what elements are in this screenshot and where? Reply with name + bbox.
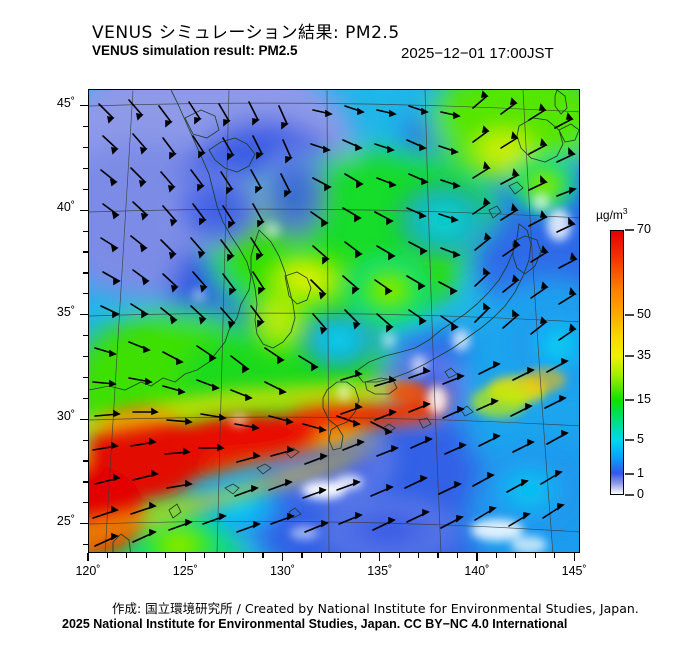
- timestamp-label: 2025−12−01 17:00JST: [401, 45, 554, 62]
- y-axis-minor-tick: [83, 439, 88, 441]
- wind-vector-field: [92, 90, 578, 547]
- x-axis-minor-tick: [534, 553, 536, 558]
- credit-english: 2025 National Institute for Environmenta…: [62, 617, 568, 631]
- x-axis-minor-tick: [437, 553, 439, 558]
- page-title-english: VENUS simulation result: PM2.5: [92, 43, 298, 58]
- x-axis-minor-tick: [456, 553, 459, 558]
- map-canvas: [89, 90, 579, 552]
- x-axis-minor-tick: [106, 553, 109, 558]
- y-axis-minor-tick: [83, 230, 88, 232]
- colorbar-tick-label: 35: [637, 348, 651, 362]
- colorbar: [610, 230, 624, 495]
- colorbar-tick-label: 0: [637, 487, 644, 501]
- y-axis-minor-tick: [83, 167, 88, 169]
- x-axis-minor-tick: [165, 553, 167, 558]
- y-axis-minor-tick: [83, 293, 88, 295]
- x-axis-major-tick: [573, 553, 575, 561]
- x-axis-major-tick: [379, 553, 381, 561]
- pm25-map-plot: [88, 89, 580, 553]
- y-axis-major-tick: [80, 418, 88, 420]
- x-axis-minor-tick: [340, 553, 342, 558]
- graticule: [89, 90, 579, 552]
- x-axis-tick-label: 140˚: [464, 564, 490, 578]
- y-axis-major-tick: [80, 105, 88, 107]
- colorbar-tick: [625, 473, 634, 475]
- colorbar-tick-label: 50: [637, 307, 651, 321]
- y-axis-tick-label: 30˚: [56, 409, 75, 424]
- colorbar-tick: [625, 494, 634, 496]
- colorbar-tick-label: 15: [637, 391, 651, 406]
- x-axis-minor-tick: [204, 553, 206, 558]
- y-axis-tick-label: 25˚: [56, 513, 75, 528]
- x-axis-minor-tick: [398, 553, 400, 558]
- y-axis-minor-tick: [83, 146, 88, 149]
- x-axis-tick-label: 120˚: [75, 564, 101, 578]
- x-axis-minor-tick: [495, 553, 497, 558]
- y-axis-tick-label: 40˚: [56, 200, 75, 215]
- x-axis-major-tick: [476, 553, 478, 561]
- y-axis-minor-tick: [83, 272, 88, 274]
- y-axis-minor-tick: [83, 397, 88, 399]
- x-axis-major-tick: [184, 553, 186, 561]
- page-title-japanese: VENUS シミュレーション結果: PM2.5: [92, 23, 400, 43]
- x-axis-minor-tick: [320, 553, 322, 558]
- colorbar-tick: [625, 355, 634, 357]
- y-axis-minor-tick: [83, 188, 88, 190]
- y-axis-minor-tick: [83, 251, 88, 253]
- colorbar-tick: [625, 399, 634, 401]
- y-axis-major-tick: [80, 314, 88, 316]
- x-axis-minor-tick: [301, 553, 303, 558]
- y-axis-tick-label: 45˚: [56, 95, 75, 110]
- y-axis-minor-tick: [83, 335, 88, 337]
- y-axis-major-tick: [80, 209, 88, 211]
- x-axis-tick-label: 125˚: [172, 564, 198, 578]
- x-axis-minor-tick: [145, 553, 147, 558]
- low-value-pockets: [192, 193, 571, 552]
- colorbar-tick-label: 5: [637, 432, 644, 446]
- x-axis-major-tick: [281, 553, 284, 561]
- y-axis-minor-tick: [83, 481, 88, 483]
- y-axis-major-tick: [80, 523, 88, 525]
- x-axis-minor-tick: [126, 553, 128, 558]
- credit-japanese: 作成: 国立環境研究所 / Created by National Instit…: [112, 601, 639, 616]
- colorbar-tick-label: 1: [637, 466, 644, 480]
- colorbar-unit-exponent: 3: [622, 206, 628, 216]
- colorbar-tick-label: 70: [637, 222, 651, 236]
- colorbar-tick: [625, 439, 634, 441]
- colorbar-tick: [625, 229, 634, 231]
- concentration-field: [89, 90, 579, 552]
- y-axis-minor-tick: [83, 376, 88, 379]
- x-axis-tick-label: 130˚: [269, 564, 295, 578]
- colorbar-unit-text: µg/m: [596, 208, 623, 222]
- x-axis-tick-label: 135˚: [367, 564, 393, 578]
- x-axis-minor-tick: [223, 553, 225, 558]
- x-axis-minor-tick: [262, 553, 264, 558]
- x-axis-minor-tick: [359, 553, 361, 558]
- x-axis-minor-tick: [515, 553, 517, 558]
- x-axis-minor-tick: [554, 553, 556, 558]
- y-axis-minor-tick: [83, 544, 88, 546]
- colorbar-tick: [625, 314, 634, 316]
- colorbar-unit-label: µg/m3: [596, 206, 628, 222]
- x-axis-minor-tick: [417, 553, 420, 558]
- y-axis-minor-tick: [83, 355, 88, 358]
- y-axis-minor-tick: [83, 502, 88, 504]
- x-axis-minor-tick: [242, 553, 245, 558]
- x-axis-tick-label: 145˚: [561, 564, 587, 578]
- x-axis-major-tick: [87, 553, 89, 561]
- y-axis-minor-tick: [83, 460, 88, 462]
- y-axis-minor-tick: [83, 126, 88, 128]
- y-axis-tick-label: 35˚: [56, 304, 75, 319]
